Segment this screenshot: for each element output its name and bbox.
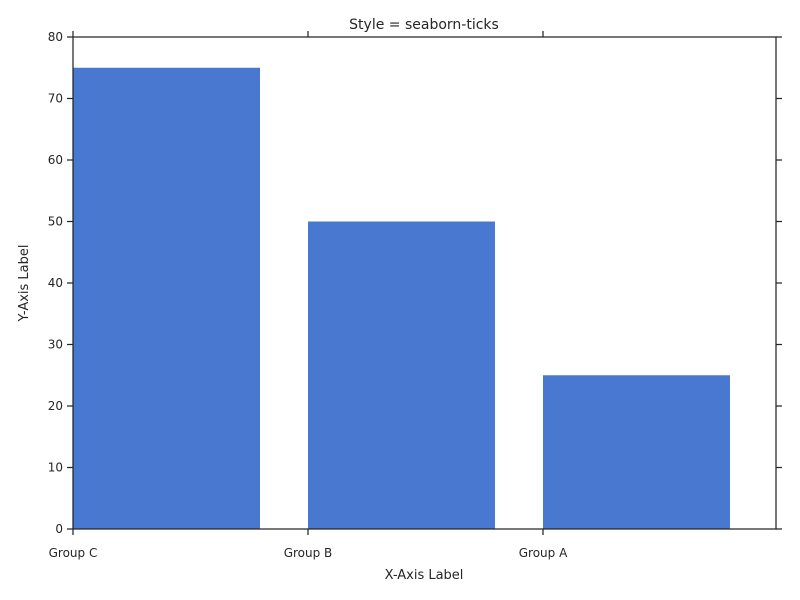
y-tick-label: 10 xyxy=(48,461,63,475)
y-tick-label: 50 xyxy=(48,215,63,229)
x-tick-label: Group C xyxy=(49,546,98,560)
y-tick-label: 0 xyxy=(55,522,63,536)
y-tick-label: 20 xyxy=(48,399,63,413)
y-tick-label: 30 xyxy=(48,338,63,352)
x-axis-title: X-Axis Label xyxy=(385,568,464,583)
y-tick-label: 40 xyxy=(48,276,63,290)
y-axis-title: Y-Axis Label xyxy=(17,245,32,323)
labels-layer: 0 10 20 30 40 50 60 70 80 Group C Group B Group A xyxy=(48,30,568,560)
y-tick-label: 60 xyxy=(48,153,63,167)
y-tick-label: 70 xyxy=(48,92,63,106)
x-tick-label: Group B xyxy=(284,546,333,560)
bar-group-c xyxy=(73,67,260,529)
y-tick-label: 80 xyxy=(48,30,63,44)
x-tick-label: Group A xyxy=(519,546,568,560)
bars-layer xyxy=(73,67,730,529)
chart-title: Style = seaborn-ticks xyxy=(349,17,499,33)
bar-group-b xyxy=(308,221,495,529)
bar-group-a xyxy=(543,375,730,529)
ticks-layer xyxy=(67,31,782,535)
